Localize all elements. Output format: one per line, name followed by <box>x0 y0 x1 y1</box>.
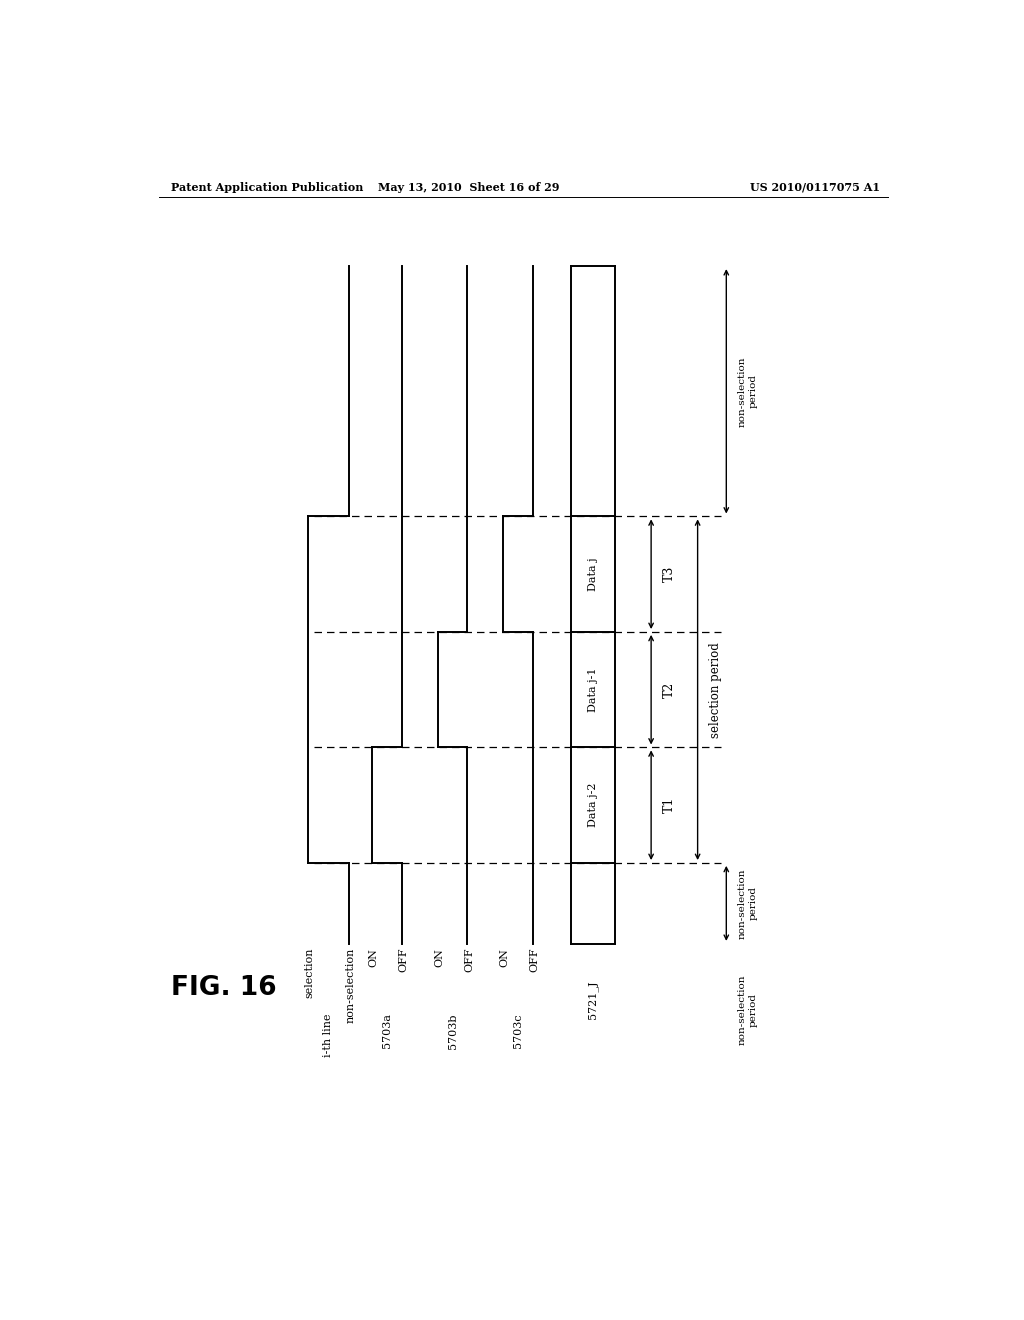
Text: T3: T3 <box>663 566 676 582</box>
Text: May 13, 2010  Sheet 16 of 29: May 13, 2010 Sheet 16 of 29 <box>378 182 560 193</box>
Text: OFF: OFF <box>529 948 539 973</box>
Text: 5703c: 5703c <box>513 1014 523 1048</box>
Text: Data j: Data j <box>588 557 598 591</box>
Text: US 2010/0117075 A1: US 2010/0117075 A1 <box>750 182 880 193</box>
Text: ON: ON <box>369 948 379 966</box>
Text: OFF: OFF <box>398 948 409 973</box>
Text: 5703a: 5703a <box>382 1014 392 1048</box>
Text: T2: T2 <box>663 681 676 698</box>
Text: non-selection
period: non-selection period <box>738 356 758 426</box>
Text: 5721_J: 5721_J <box>588 979 598 1019</box>
Text: i-th line: i-th line <box>324 1014 334 1056</box>
Text: non-selection: non-selection <box>345 948 355 1023</box>
Text: OFF: OFF <box>464 948 474 973</box>
Text: Patent Application Publication: Patent Application Publication <box>171 182 362 193</box>
Text: selection period: selection period <box>710 642 722 738</box>
Text: FIG. 16: FIG. 16 <box>171 974 276 1001</box>
Text: non-selection
period: non-selection period <box>738 974 758 1045</box>
Text: Data j-1: Data j-1 <box>588 668 598 711</box>
Text: 5703b: 5703b <box>447 1014 458 1048</box>
Text: non-selection
period: non-selection period <box>738 869 758 939</box>
Text: Data j-2: Data j-2 <box>588 783 598 828</box>
Text: ON: ON <box>434 948 444 966</box>
Text: ON: ON <box>500 948 510 966</box>
Text: selection: selection <box>304 948 314 998</box>
Text: T1: T1 <box>663 797 676 813</box>
